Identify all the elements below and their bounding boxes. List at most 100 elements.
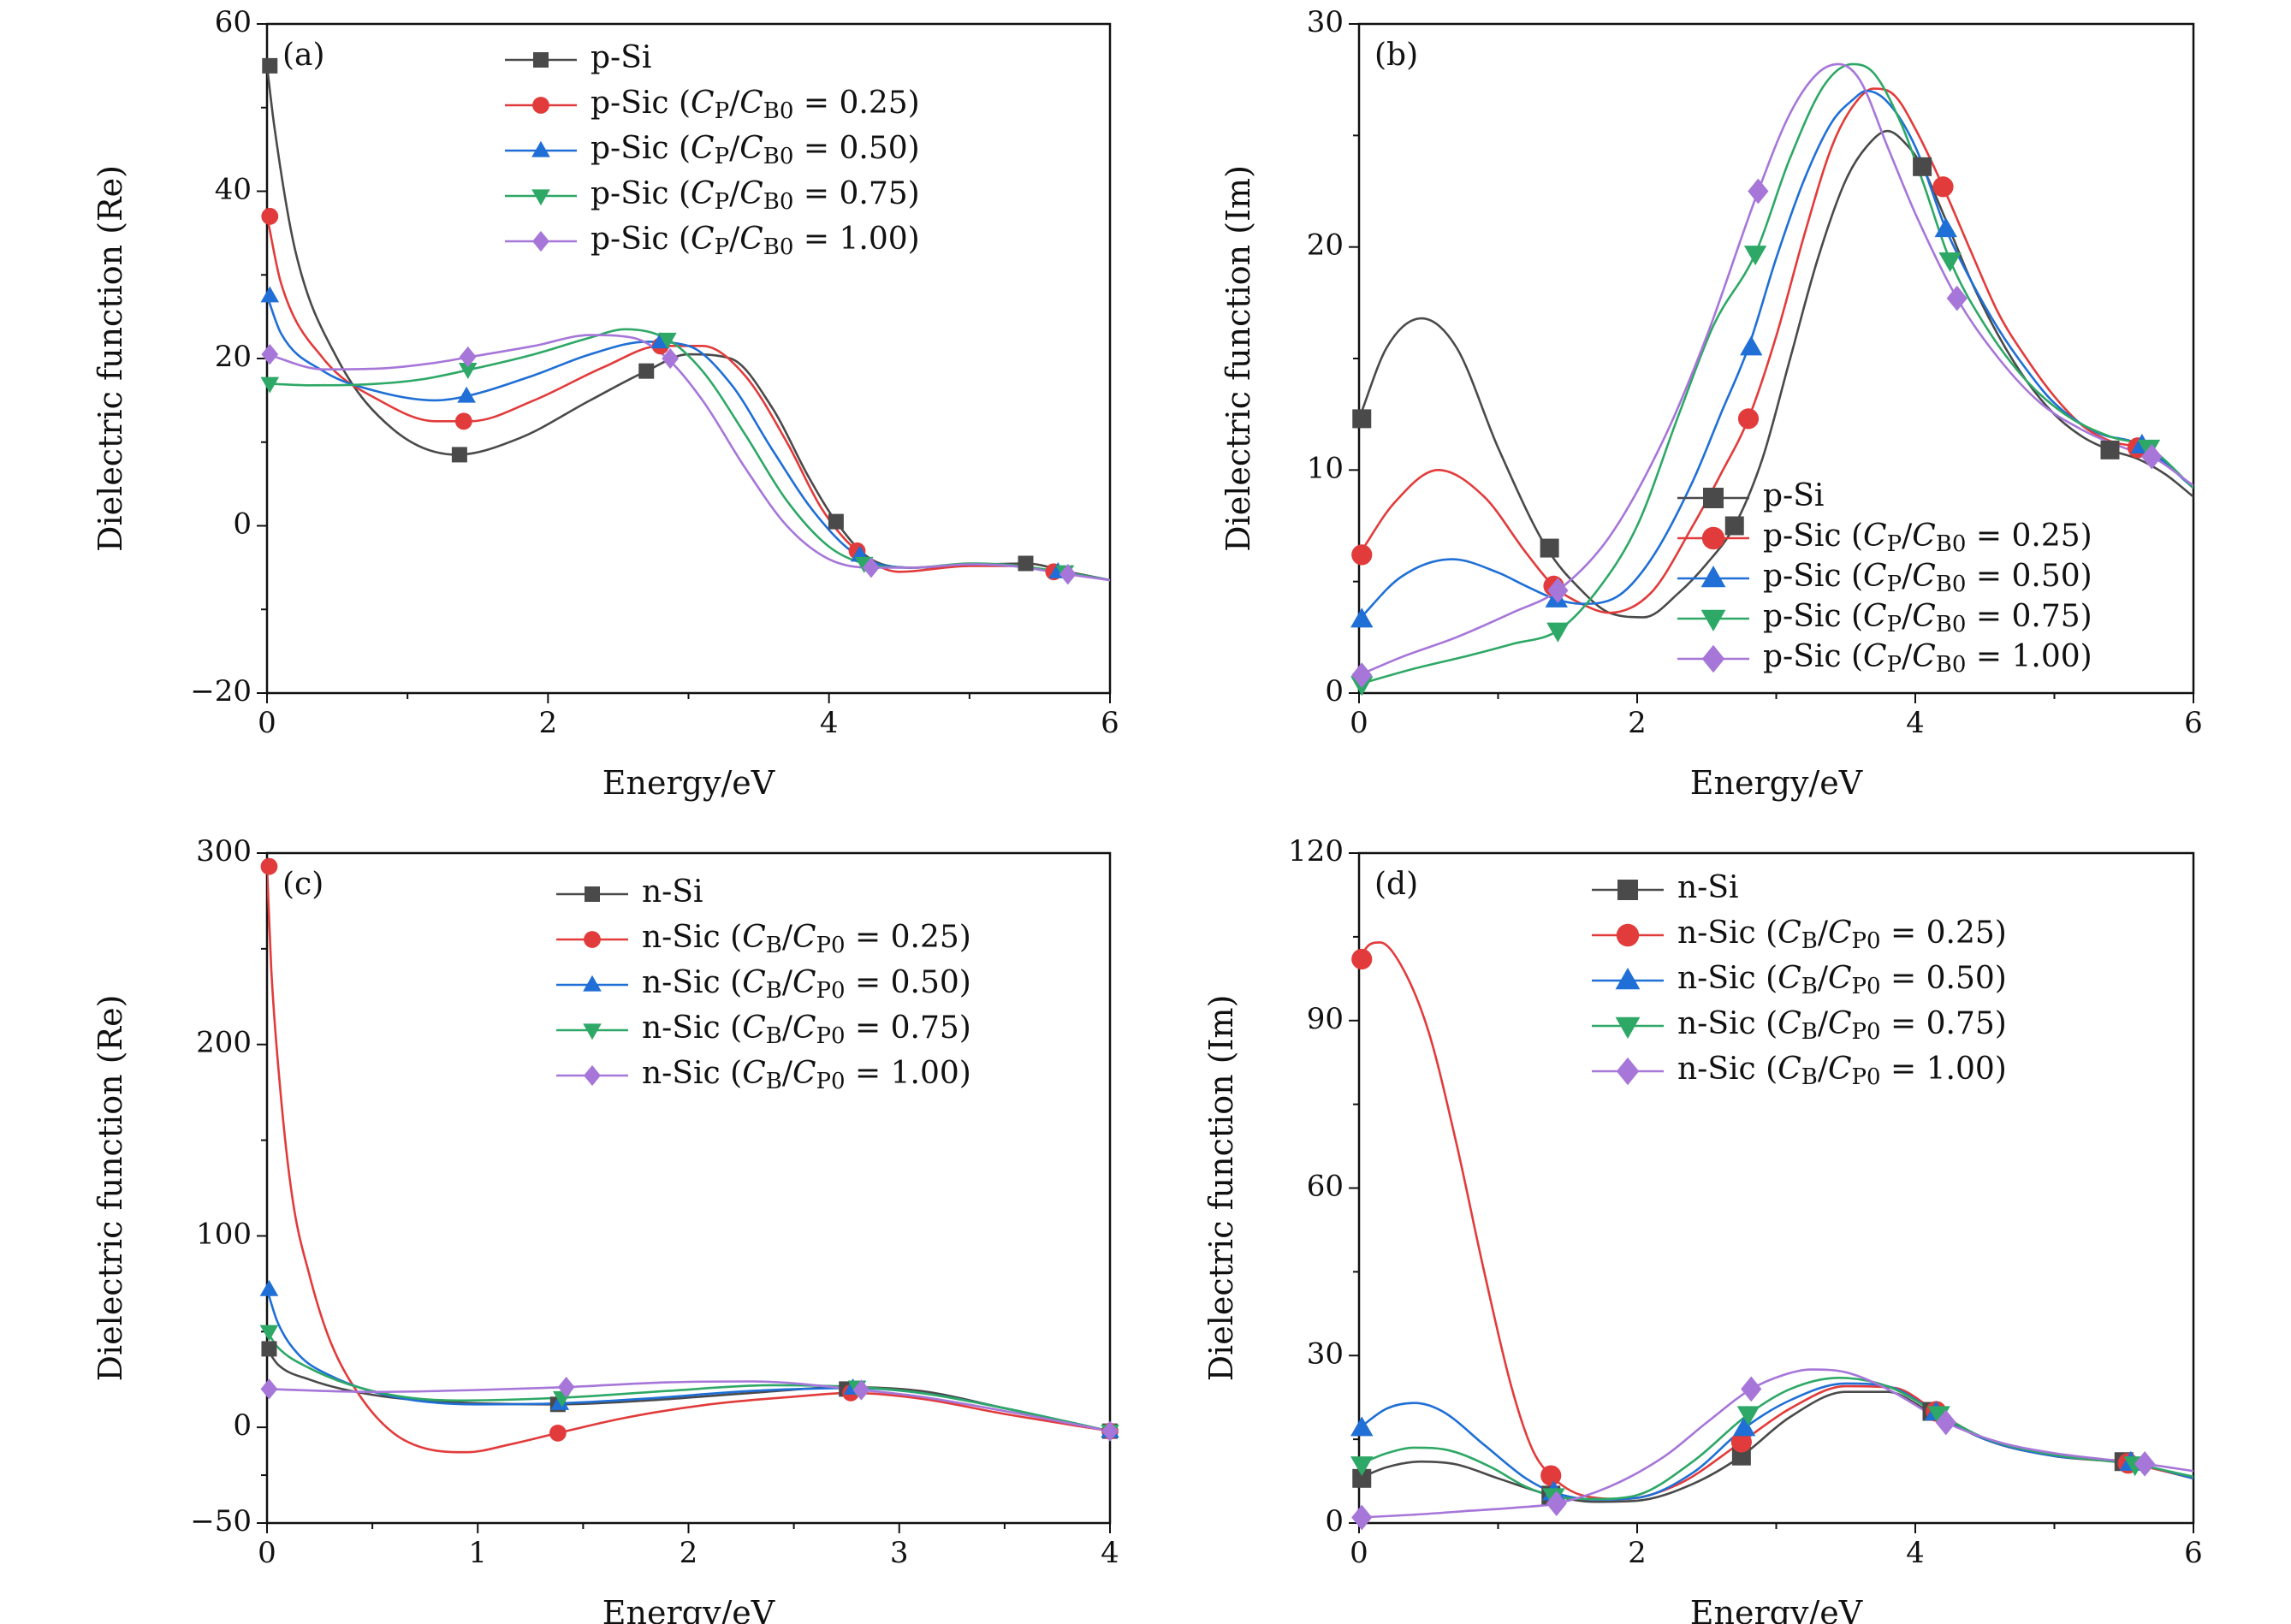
x-tick-label: 4 [1906,706,1925,740]
data-point [259,1325,279,1342]
data-point [1731,1446,1751,1466]
series-line [267,216,1110,582]
x-tick-label: 2 [1628,706,1647,740]
data-point [1932,176,1954,198]
data-point [1741,1376,1762,1402]
y-axis-label: Dielectric function (Im) [1220,165,1257,552]
x-tick-label: 4 [820,706,839,740]
x-tick-label: 0 [258,706,276,740]
data-point [658,332,677,349]
legend-marker [1616,1057,1640,1086]
y-tick-label: 40 [215,173,252,207]
data-point [1736,1406,1760,1426]
legend-marker [1701,644,1725,673]
legend-marker [1615,968,1641,990]
legend-label: p-Sic (CP/CB0 = 1.00) [1763,639,2092,678]
data-point [1748,178,1769,204]
x-tick-label: 6 [2184,706,2203,740]
data-point [1946,285,1968,311]
x-tick-label: 3 [890,1536,909,1570]
y-tick-label: 0 [1325,1504,1344,1538]
legend: n-Si n-Sic (CB/CP0 = 0.25) n-Sic (CB/CP0 =… [556,874,971,1094]
data-point [638,363,655,379]
x-tick-label: 2 [539,706,558,740]
data-point [1540,1465,1562,1486]
x-axis-label: Energy/eV [602,764,775,802]
legend-label: n-Sic (CB/CP0 = 1.00) [1677,1052,2007,1090]
y-tick-label: 300 [196,834,252,868]
y-tick-label: 30 [1307,5,1344,39]
legend-marker [1703,488,1724,508]
data-point [1351,544,1373,566]
series-line [267,334,1110,582]
legend-marker [533,52,549,68]
plot-frame [1357,851,2195,1525]
x-axis-label: Energy/eV [602,1594,775,1624]
legend-label: n-Sic (CB/CP0 = 0.25) [1677,916,2007,954]
legend-label: n-Si [642,874,703,910]
y-tick-label: 90 [1307,1002,1344,1036]
panel-label: (c) [282,867,323,902]
legend-marker [585,886,600,902]
series-line [267,1331,1110,1432]
legend-label: n-Sic (CB/CP0 = 0.25) [642,920,971,958]
data-point [459,346,477,368]
legend-label: p-Sic (CP/CB0 = 0.25) [1763,519,2092,557]
data-point [1352,1468,1372,1488]
data-point [454,412,472,430]
data-point [260,286,280,303]
data-point [549,1424,567,1442]
legend-label: p-Sic (CP/CB0 = 0.25) [591,86,920,124]
data-point [1740,335,1763,356]
legend-marker [532,97,549,114]
data-point [1743,246,1767,266]
legend-marker [583,1023,602,1040]
series-line [267,1348,1110,1432]
series-line [1359,89,2193,620]
y-tick-label: −20 [190,674,252,708]
legend-marker [1700,609,1726,631]
data-point [261,343,279,365]
legend-marker [584,931,601,948]
data-point [1934,217,1957,238]
x-tick-label: 6 [1101,706,1119,740]
legend-label: p-Sic (CP/CB0 = 0.50) [1763,559,2092,597]
legend: p-Sip-Sic (CP/CB0 = 0.25)p-Sic (CP/CB0 =… [1677,478,2092,678]
data-point [863,557,880,578]
y-tick-label: 30 [1307,1337,1344,1371]
data-point [1546,1491,1567,1517]
y-tick-label: 0 [1325,674,1344,708]
y-tick-label: 100 [196,1217,252,1251]
legend-marker [531,189,550,206]
x-tick-label: 4 [1906,1536,1925,1570]
data-point [1018,555,1034,572]
x-tick-label: 0 [1350,706,1368,740]
data-point [260,857,278,875]
data-point [1913,157,1932,176]
data-point [1724,516,1744,536]
series-line [1359,87,2193,614]
legend-label: n-Si [1677,870,1739,905]
legend: p-Sip-Sic (CP/CB0 = 0.25)p-Sic (CP/CB0 =… [505,40,920,260]
y-tick-label: 120 [1288,834,1344,868]
data-point [1351,1504,1373,1531]
y-tick-label: 0 [233,507,252,542]
data-point [457,386,476,403]
data-point [260,376,280,394]
data-point [2134,1450,2156,1477]
y-tick-label: −50 [190,1504,252,1538]
legend: n-Si n-Sic (CB/CP0 = 0.25) n-Sic (CB/CP0 =… [1592,870,2007,1090]
legend-marker [1617,880,1638,900]
legend-marker [1701,526,1725,550]
y-axis-label: Dielectric function (Im) [1202,995,1240,1382]
x-axis-label: Energy/eV [1690,764,1863,802]
data-point [1938,252,1962,273]
data-point [1935,1409,1956,1436]
legend-label: n-Sic (CB/CP0 = 1.00) [642,1056,971,1094]
legend-label: p-Sic (CP/CB0 = 0.75) [1763,599,2092,637]
x-axis-label: Energy/eV [1690,1594,1863,1624]
y-tick-label: 0 [233,1408,252,1443]
data-point [261,1341,277,1357]
